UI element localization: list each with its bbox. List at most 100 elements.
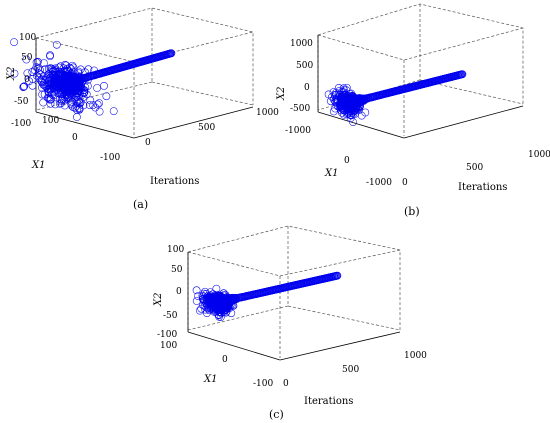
scatter-point — [75, 104, 84, 113]
scatter-point — [82, 90, 91, 99]
panel-c-axes — [187, 252, 401, 361]
panel-a-x2-tick: -100 — [11, 119, 31, 129]
scatter-point — [201, 287, 209, 296]
scatter-point — [109, 107, 118, 115]
scatter-point — [47, 95, 55, 104]
scatter-point — [19, 83, 28, 91]
scatter-point — [46, 51, 54, 59]
scatter-point — [203, 309, 211, 317]
panel-a-x2-label-text: X2 — [6, 67, 17, 81]
panel-c-iter-tick: 0 — [283, 379, 289, 389]
panel-b-x2-tick: 1000 — [290, 39, 313, 49]
panel-c-x2-tick: 50 — [171, 265, 183, 275]
scatter-point — [73, 113, 81, 121]
scatter-point — [52, 40, 61, 49]
panel-a-iter-tick: 0 — [145, 138, 151, 148]
panel-c-x1-axis — [187, 331, 281, 361]
panel-a-x1-tick: 0 — [72, 133, 78, 143]
panel-b-x2-tick: -1000 — [285, 126, 311, 136]
scatter-point — [56, 95, 64, 103]
panel-a-x1-tick: -100 — [100, 153, 120, 163]
scatter-point — [196, 306, 204, 315]
scatter-point — [28, 81, 37, 90]
scatter-point — [37, 77, 46, 86]
panel-b-points — [324, 70, 467, 126]
scatter-point — [73, 106, 81, 114]
panel-b-x2-tick: 0 — [304, 83, 310, 93]
panel-b-x1-label: X1 — [324, 168, 338, 179]
panel-b-iter-tick: 1000 — [528, 150, 550, 160]
scatter-point — [79, 89, 88, 98]
panel-c-x1-tick: -100 — [253, 379, 273, 389]
scatter-point — [55, 77, 64, 86]
scatter-point — [346, 111, 355, 120]
panel-a-x1-label-text: X1 — [31, 160, 45, 171]
panel-a-xlabel: Iterations — [150, 176, 199, 187]
scatter-point — [36, 76, 45, 85]
scatter-point — [20, 82, 29, 91]
scatter-point — [41, 75, 50, 84]
panel-b-x2-label: X2 — [276, 87, 287, 101]
panel-a-axes — [35, 38, 254, 139]
scatter-point — [39, 98, 48, 107]
scatter-point — [89, 101, 97, 109]
scatter-point — [45, 77, 54, 86]
panel-b-x1-axis — [317, 111, 405, 139]
panel-b-iter-tick: 500 — [466, 163, 483, 173]
scatter-point — [93, 100, 102, 109]
panel-c-x2-label-text: X2 — [153, 293, 164, 307]
panel-a-x1-label: X1 — [31, 160, 45, 171]
panel-c-iter-tick: 1000 — [404, 351, 427, 361]
scatter-point — [72, 92, 81, 101]
scatter-point — [19, 82, 28, 91]
scatter-point — [458, 70, 467, 79]
scatter-point — [95, 107, 104, 116]
scatter-point — [102, 92, 111, 101]
scatter-point — [95, 99, 104, 107]
panel-b-caption: (b) — [404, 205, 420, 218]
panel-b-x2-tick: 500 — [296, 61, 313, 71]
scatter-point — [192, 286, 201, 295]
scatter-point — [40, 59, 48, 67]
panel-a-x2-tick: 0 — [24, 75, 30, 85]
scatter-point — [51, 100, 60, 109]
scatter-point — [80, 88, 88, 97]
scatter-point — [38, 90, 47, 99]
panel-c-points — [192, 271, 342, 321]
panel-a-points — [10, 38, 176, 121]
scatter-point — [337, 92, 346, 101]
scatter-point — [53, 71, 62, 79]
scatter-point — [49, 71, 58, 80]
scatter-point — [22, 55, 31, 64]
panel-b-iterations-axis — [403, 105, 524, 139]
panel-a-x2-tick: 100 — [19, 33, 36, 43]
scatter-point — [10, 69, 19, 78]
scatter-point — [332, 88, 340, 97]
panel-a-x1-tick: 100 — [42, 116, 59, 126]
scatter-point — [333, 271, 342, 280]
panel-c-x2-tick: 100 — [167, 245, 184, 255]
panel-b-x2-label-text: X2 — [276, 87, 287, 101]
panel-c-x1-tick: 0 — [222, 355, 228, 365]
panel-c-x2-tick: 0 — [176, 287, 182, 297]
panel-a-iter-tick: 500 — [198, 123, 215, 133]
scatter-point — [41, 65, 49, 74]
panel-b-iter-tick: 0 — [402, 178, 408, 188]
scatter-point — [68, 98, 76, 107]
panel-c-caption: (c) — [269, 408, 284, 421]
panel-b-xlabel: Iterations — [458, 182, 507, 193]
panel-b-x2-tick: -500 — [290, 104, 310, 114]
scatter-point — [329, 88, 338, 96]
scatter-point — [91, 103, 100, 112]
panel-a-caption: (a) — [133, 198, 148, 211]
scatter-point — [167, 49, 176, 58]
scatter-point — [46, 99, 55, 108]
scatter-point — [46, 64, 55, 72]
panel-a-x2-label: X2 — [6, 67, 17, 81]
scatter-point — [46, 95, 54, 104]
panel-b-x1-label-text: X1 — [324, 168, 338, 179]
panel-b-axes — [317, 35, 524, 139]
panel-b-box — [317, 3, 524, 136]
panel-c-iter-tick: 500 — [342, 365, 359, 375]
